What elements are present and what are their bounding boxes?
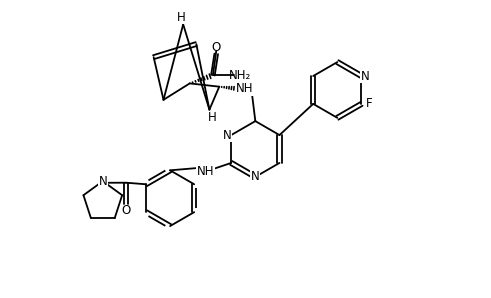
Text: H: H	[177, 11, 186, 24]
Text: O: O	[121, 204, 131, 217]
Text: NH₂: NH₂	[229, 69, 251, 82]
Text: N: N	[251, 170, 260, 183]
Text: NH: NH	[197, 165, 214, 178]
Text: NH: NH	[236, 82, 253, 95]
Text: N: N	[223, 128, 232, 142]
Text: N: N	[361, 69, 370, 83]
Text: F: F	[365, 97, 372, 110]
Text: O: O	[212, 41, 221, 54]
Text: H: H	[208, 111, 217, 124]
Text: N: N	[98, 175, 107, 188]
